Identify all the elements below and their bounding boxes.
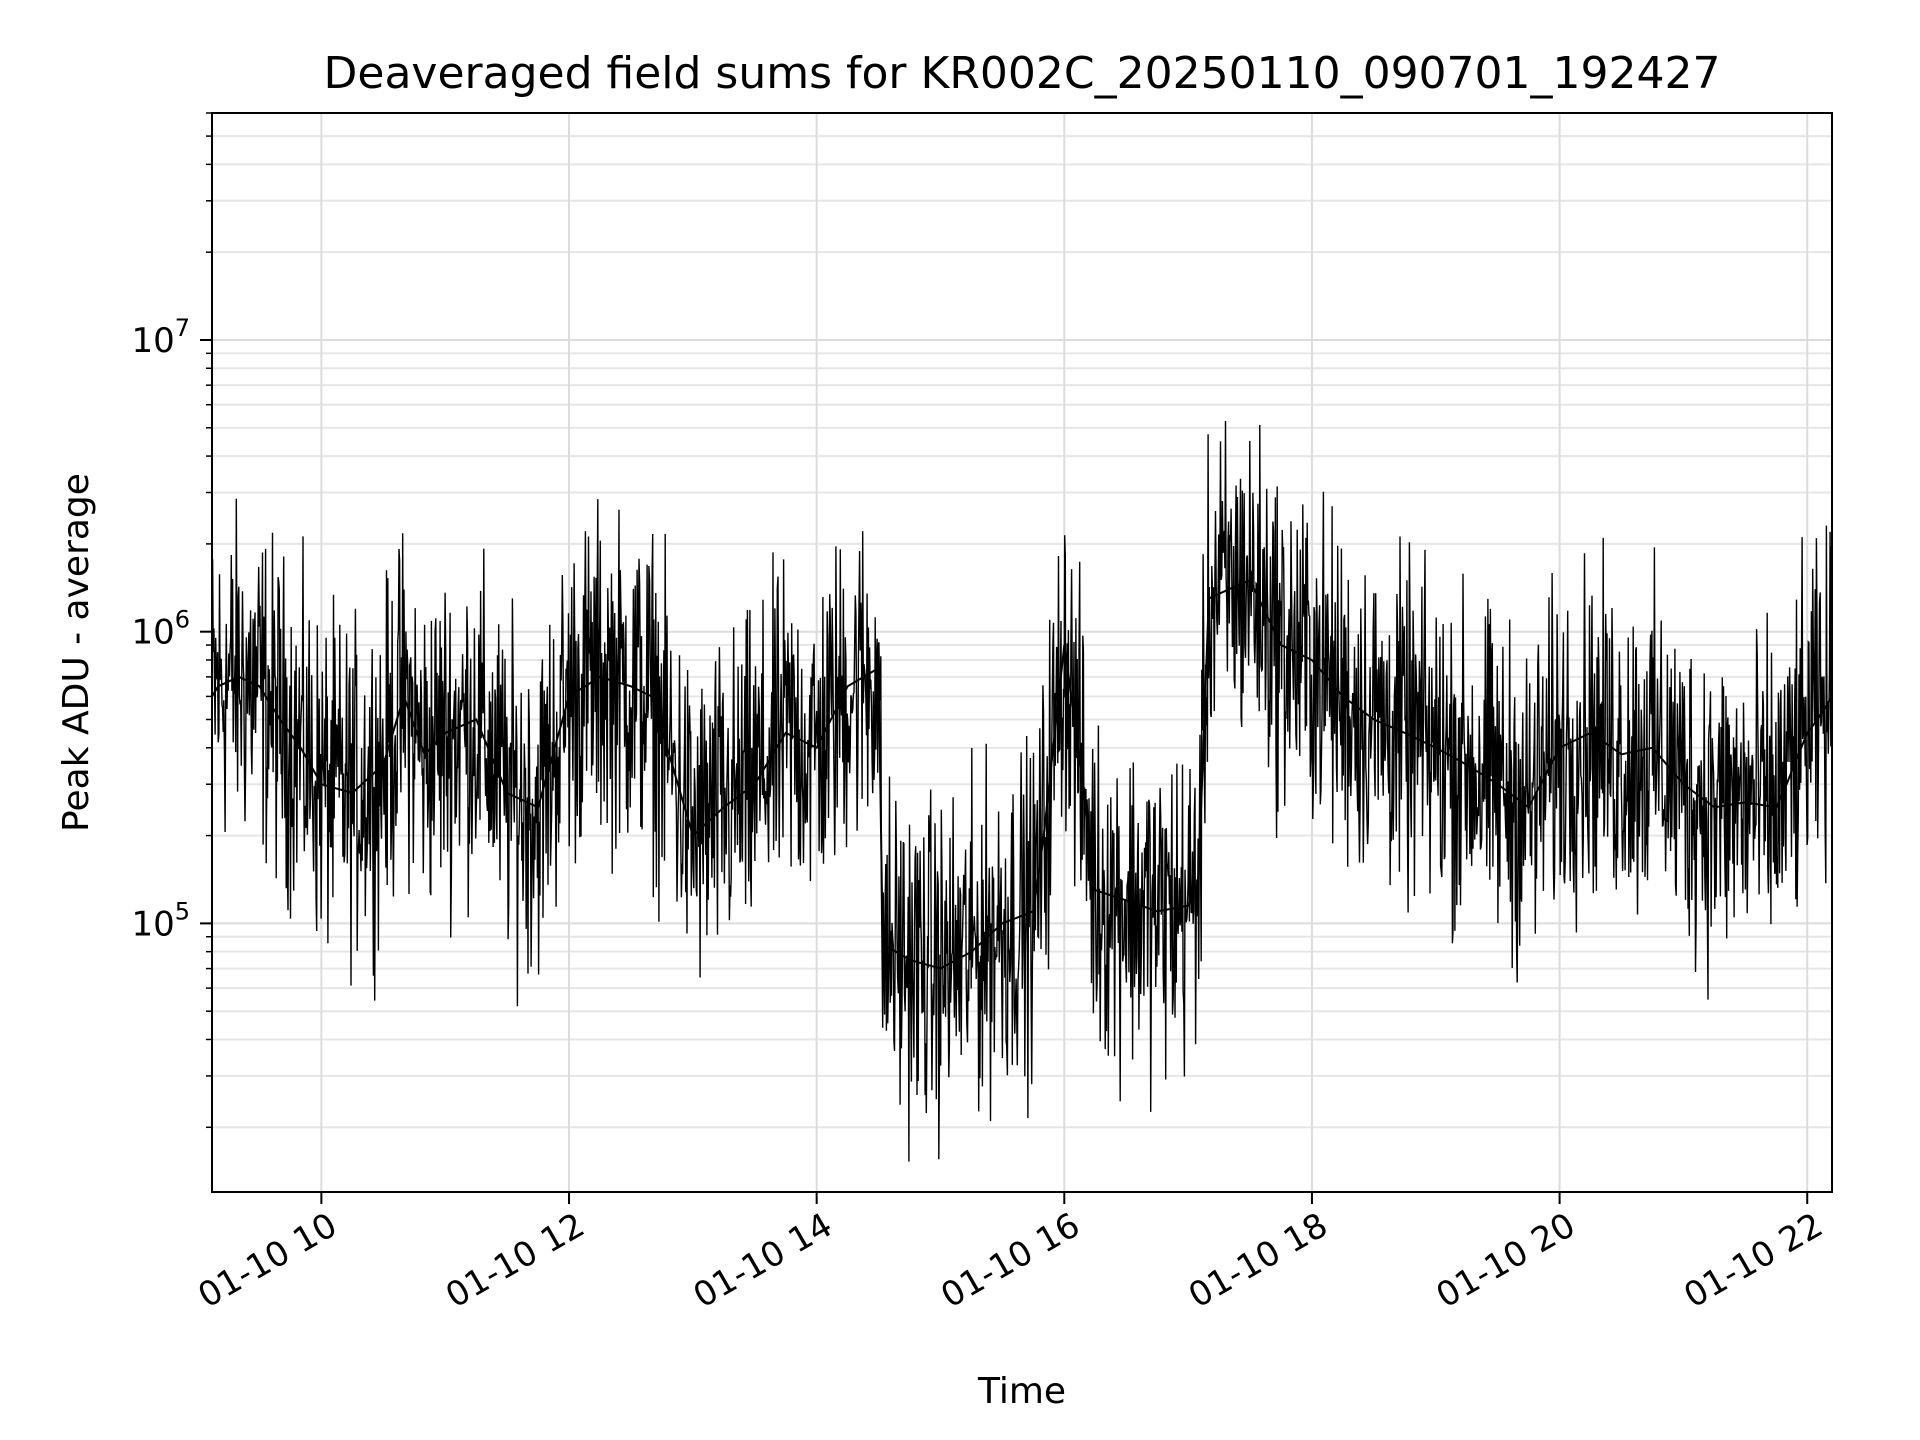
y-tick-base: 10 [131,613,174,653]
y-tick-label: 107 [131,314,190,361]
y-tick-exponent: 6 [175,606,190,634]
plot-frame [211,112,1833,1193]
y-tick-label: 105 [131,897,190,944]
y-tick-base: 10 [131,904,174,944]
series-layer [211,420,1833,1162]
y-tick-base: 10 [131,321,174,361]
y-axis-label: Peak ADU - average [56,473,97,832]
series-trace [211,420,1833,1162]
x-axis-label: Time [977,1371,1066,1412]
y-tick-exponent: 7 [175,314,190,342]
y-tick-exponent: 5 [175,897,190,925]
y-tick-label: 106 [131,606,190,653]
chart-title: Deaveraged field sums for KR002C_2025011… [324,48,1721,99]
